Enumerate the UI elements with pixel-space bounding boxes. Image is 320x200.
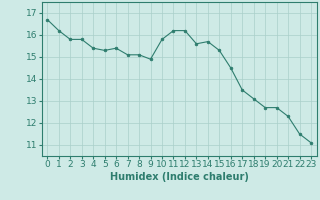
- X-axis label: Humidex (Indice chaleur): Humidex (Indice chaleur): [110, 172, 249, 182]
